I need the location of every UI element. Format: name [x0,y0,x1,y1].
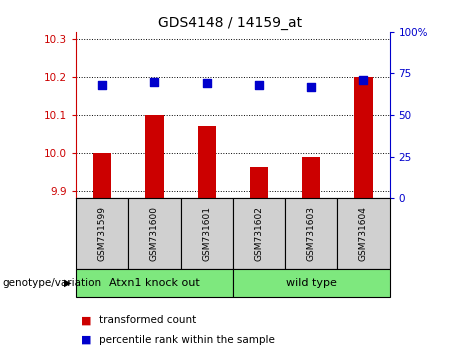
Bar [250,167,268,198]
Bar [233,269,390,297]
Bar [302,157,320,198]
Text: GSM731601: GSM731601 [202,206,211,261]
Bar [128,198,181,269]
Bar [197,126,216,198]
Bar [181,198,233,269]
Bar [233,198,285,269]
Text: transformed count: transformed count [99,315,196,325]
Point [151,79,158,85]
Point [255,82,263,88]
Text: wild type: wild type [286,278,337,288]
Point [203,81,210,86]
Text: GSM731599: GSM731599 [98,206,106,261]
Bar [354,77,372,198]
Point [360,77,367,83]
Text: GSM731604: GSM731604 [359,206,368,261]
Text: Atxn1 knock out: Atxn1 knock out [109,278,200,288]
Text: ■: ■ [81,315,91,325]
Bar [76,269,233,297]
Text: ■: ■ [81,335,91,345]
Bar [145,115,164,198]
Text: GSM731603: GSM731603 [307,206,316,261]
Text: genotype/variation: genotype/variation [2,278,101,288]
Text: percentile rank within the sample: percentile rank within the sample [99,335,275,345]
Text: GSM731602: GSM731602 [254,206,263,261]
Text: GSM731600: GSM731600 [150,206,159,261]
Bar [285,198,337,269]
Point [99,82,106,88]
Text: GDS4148 / 14159_at: GDS4148 / 14159_at [159,16,302,30]
Text: ▶: ▶ [64,278,71,288]
Bar [76,198,128,269]
Bar [93,153,112,198]
Point [307,84,315,90]
Bar [337,198,390,269]
